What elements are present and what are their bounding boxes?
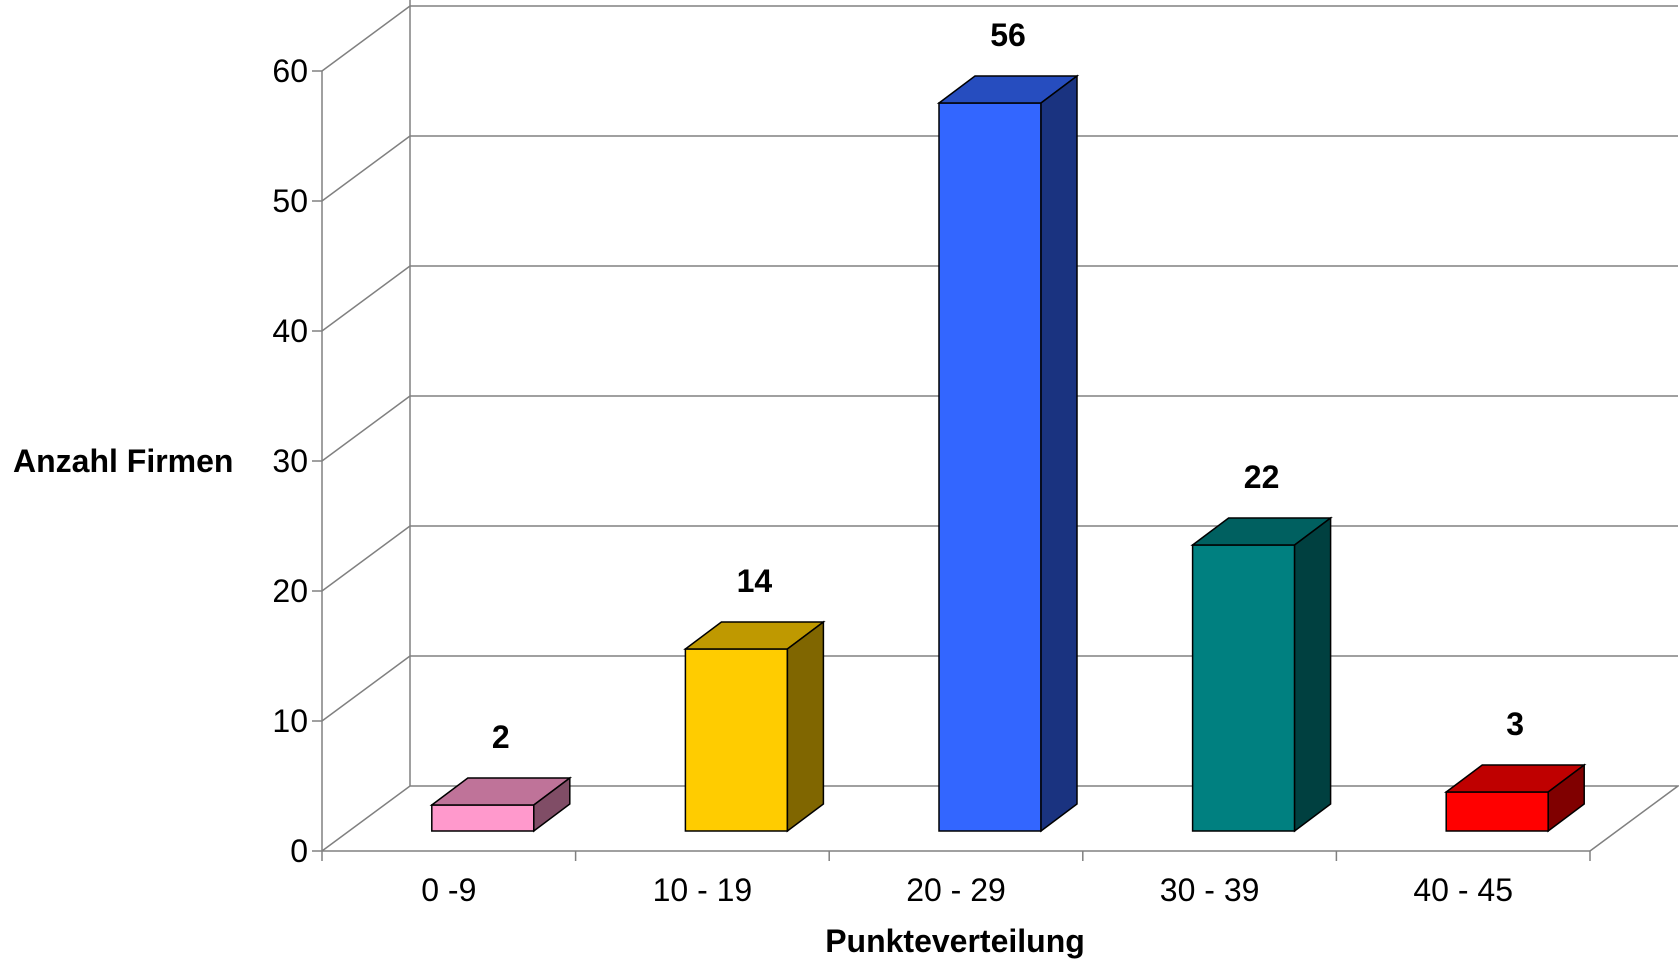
side-gridline (321, 655, 411, 722)
bar-side (1293, 516, 1332, 833)
side-gridline (321, 135, 411, 202)
side-gridline (321, 265, 411, 332)
y-tick-label: 20 (272, 573, 308, 609)
bar-front (938, 102, 1042, 832)
y-tick-label: 0 (290, 833, 308, 869)
y-tick-label: 30 (272, 443, 308, 479)
x-tick-label: 30 - 39 (1160, 872, 1260, 908)
data-label: 2 (492, 719, 510, 755)
y-tick-label: 60 (272, 53, 308, 89)
y-axis-title: Anzahl Firmen (13, 443, 233, 479)
data-label: 22 (1244, 459, 1280, 495)
bar-side (1040, 74, 1078, 833)
y-tick-label: 40 (272, 313, 308, 349)
bar-front (684, 648, 789, 832)
bar-front (431, 804, 535, 832)
x-tick-label: 0 -9 (421, 872, 476, 908)
labels: 2 14 56 22 3 (492, 17, 1524, 755)
y-tick-label: 50 (272, 183, 308, 219)
data-label: 3 (1506, 706, 1524, 742)
bar-side (533, 776, 571, 833)
bar-side (1547, 763, 1585, 833)
x-tick-label: 40 - 45 (1413, 872, 1513, 908)
x-axis-title: Punkteverteilung (825, 923, 1085, 959)
bar-front (1445, 791, 1549, 832)
x-tick-label: 10 - 19 (653, 872, 753, 908)
bar-side (786, 620, 825, 833)
data-label: 56 (990, 17, 1026, 53)
axes: 0 10 20 30 40 50 60 0 -9 10 - 19 20 - 29 30 - 39 40… (272, 53, 1591, 908)
side-gridline (321, 525, 411, 592)
data-label: 14 (737, 563, 773, 599)
y-tick-label: 10 (272, 703, 308, 739)
side-gridline (321, 5, 411, 72)
x-tick-label: 20 - 29 (906, 872, 1006, 908)
side-gridline (321, 395, 411, 462)
bars (429, 74, 1587, 833)
bar-front (1191, 544, 1296, 832)
